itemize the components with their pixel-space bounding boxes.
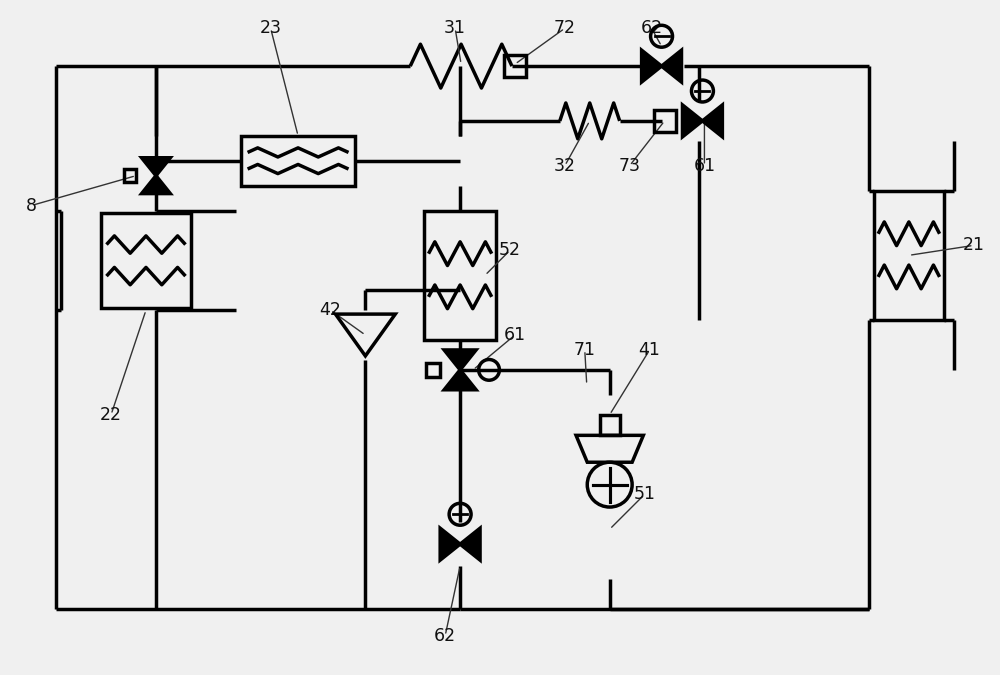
- Polygon shape: [702, 105, 722, 137]
- Text: 42: 42: [320, 301, 341, 319]
- Text: 62: 62: [641, 20, 663, 37]
- Text: 23: 23: [260, 20, 282, 37]
- Bar: [424, 211, 496, 340]
- Bar: [101, 213, 191, 308]
- Text: 73: 73: [619, 157, 641, 175]
- Text: 71: 71: [574, 341, 596, 359]
- Text: 72: 72: [554, 20, 576, 37]
- Polygon shape: [460, 529, 480, 560]
- Polygon shape: [444, 350, 476, 370]
- Text: 22: 22: [100, 406, 122, 424]
- Text: 41: 41: [639, 341, 661, 359]
- Bar: [874, 190, 944, 320]
- Polygon shape: [444, 370, 476, 389]
- Polygon shape: [142, 158, 170, 176]
- Text: 32: 32: [554, 157, 576, 175]
- Text: 62: 62: [434, 627, 456, 645]
- Polygon shape: [682, 105, 702, 137]
- Bar: [426, 363, 440, 377]
- Polygon shape: [440, 529, 460, 560]
- Polygon shape: [642, 50, 662, 82]
- Text: 51: 51: [634, 485, 656, 504]
- Bar: [600, 415, 620, 435]
- Text: 21: 21: [963, 236, 985, 254]
- Text: 61: 61: [693, 157, 715, 175]
- Text: 52: 52: [499, 242, 521, 259]
- Bar: [241, 136, 355, 186]
- Text: 61: 61: [504, 326, 526, 344]
- Bar: [124, 169, 136, 182]
- Text: 8: 8: [26, 196, 37, 215]
- Text: 31: 31: [444, 20, 466, 37]
- Polygon shape: [662, 50, 681, 82]
- Bar: [654, 110, 676, 132]
- Bar: [504, 55, 526, 77]
- Polygon shape: [142, 176, 170, 194]
